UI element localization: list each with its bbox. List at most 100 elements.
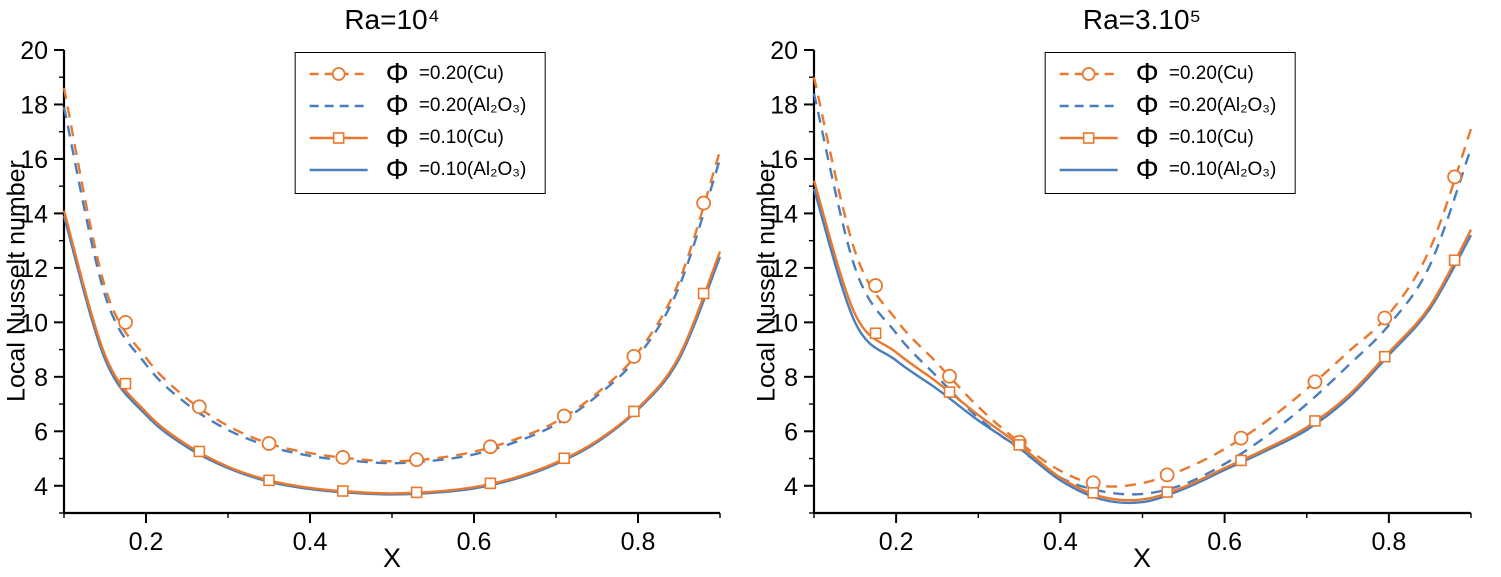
square-marker [1161,486,1173,498]
y-tick-label: 4 [784,473,798,501]
circle-marker [556,408,572,424]
legend-line-sample [309,104,368,108]
square-marker [336,485,349,497]
y-tick-label: 4 [34,473,48,501]
square-marker [1448,254,1461,267]
chart-title: Ra=10⁴ [344,4,440,35]
square-marker [943,386,956,398]
chart-panel-right: 4 6 8 10 12 14 16 18 20 0.2 0.4 0.6 0.8 Ra=3.10⁵ Loc… [750,0,1501,577]
x-axis-label: X [1132,543,1151,573]
y-tick-label: 18 [20,91,48,119]
y-axis-label: Local Nusselt number [752,160,781,402]
y-tick-label: 8 [34,364,48,392]
phi-symbol: Φ [385,89,409,122]
y-tick-label: 6 [34,418,48,446]
plot-area: 4 6 8 10 12 14 16 18 20 0.2 0.4 0.6 0.8 [770,37,1473,556]
legend-entry: Φ =0.20(Al₂O₃) [308,89,527,122]
circle-marker [868,278,883,293]
square-marker [697,287,710,300]
series-line [812,188,1473,505]
plot-area: 4 6 8 10 12 14 16 18 20 0.2 0.4 0.6 0.8 [20,37,722,556]
square-marker [332,132,345,144]
x-tick-label: 0.2 [129,528,164,556]
legend-line-sample [309,132,368,144]
x-tick-label: 0.8 [621,528,656,556]
circle-marker [942,368,957,384]
circle-marker [335,450,351,465]
y-tick-label: 14 [770,200,798,228]
legend: Φ =0.20(Cu) Φ =0.20(Al₂O₃) Φ =0.10(Cu) Φ =0.10(… [1044,52,1296,194]
legend-label: =0.10(Al₂O₃) [1168,159,1277,180]
x-tick-label: 0.4 [1043,528,1078,556]
x-tick-label: 0.4 [293,528,328,556]
legend-entry: Φ =0.20(Al₂O₃) [1058,89,1277,122]
y-tick-label: 8 [784,364,798,392]
circle-marker [696,195,711,211]
legend: Φ =0.20(Cu) Φ =0.20(Al₂O₃) Φ =0.10(Cu) Φ =0.10(… [294,52,546,194]
legend-label: =0.20(Cu) [1168,63,1254,84]
circle-marker [1081,67,1096,81]
square-marker [1087,487,1100,499]
legend-label: =0.20(Al₂O₃) [418,95,527,116]
square-marker [193,445,206,458]
legend-label: =0.20(Cu) [418,63,504,84]
legend-label: =0.10(Cu) [1168,127,1254,148]
phi-symbol: Φ [1135,57,1159,90]
phi-symbol: Φ [1135,89,1159,122]
legend-line-sample [309,168,368,172]
square-marker [1013,439,1026,451]
legend-label: =0.20(Al₂O₃) [1168,95,1277,116]
x-tick-label: 0.6 [1207,528,1242,556]
phi-symbol: Φ [1135,153,1159,186]
legend-entry: Φ =0.10(Cu) [308,122,527,154]
square-marker [628,405,640,418]
square-marker [1378,350,1391,363]
legend-line-sample [1059,168,1118,172]
phi-symbol: Φ [1135,121,1159,154]
legend-line-sample [1059,67,1118,81]
circle-marker [1159,467,1175,483]
x-tick-label: 0.6 [457,528,492,556]
phi-symbol: Φ [385,153,409,186]
square-marker [869,327,882,340]
circle-marker [331,67,346,81]
y-tick-label: 12 [770,255,798,283]
square-marker [558,452,571,465]
x-axis-label: X [382,543,401,573]
square-marker [484,477,497,490]
series-line [62,210,722,495]
square-marker [119,377,132,390]
series-line [812,93,1473,496]
legend-line-sample [1059,104,1118,108]
circle-marker [1307,374,1323,390]
series-line [812,180,1473,502]
chart-title: Ra=3.10⁵ [1082,4,1202,35]
y-tick-label: 14 [20,200,48,228]
circle-marker [1447,169,1462,185]
circle-marker [1377,310,1393,326]
series-line [62,106,722,465]
circle-marker [191,399,207,415]
legend-entry: Φ =0.10(Al₂O₃) [308,153,526,186]
legend-entry: Φ =0.10(Cu) [1058,122,1277,154]
legend-entry: Φ =0.20(Cu) [1058,58,1277,90]
chart-panel-left: 4 6 8 10 12 14 16 18 20 0.2 0.4 0.6 0.8 Ra=10⁴ Local… [0,0,750,577]
x-tick-label: 0.8 [1371,528,1406,556]
square-marker [410,486,423,499]
square-marker [1309,415,1321,427]
square-marker [1082,132,1095,144]
phi-symbol: Φ [385,121,409,154]
y-tick-label: 12 [20,255,48,283]
circle-marker [261,436,277,451]
square-marker [263,474,275,487]
y-tick-label: 16 [20,146,48,174]
circle-marker [409,452,425,468]
y-tick-label: 20 [770,37,798,65]
y-tick-label: 10 [770,309,798,337]
circle-marker [482,439,498,455]
y-tick-label: 6 [784,418,798,446]
legend-entry: Φ =0.20(Cu) [308,58,527,90]
y-tick-label: 10 [20,309,48,337]
y-tick-label: 16 [770,146,798,174]
